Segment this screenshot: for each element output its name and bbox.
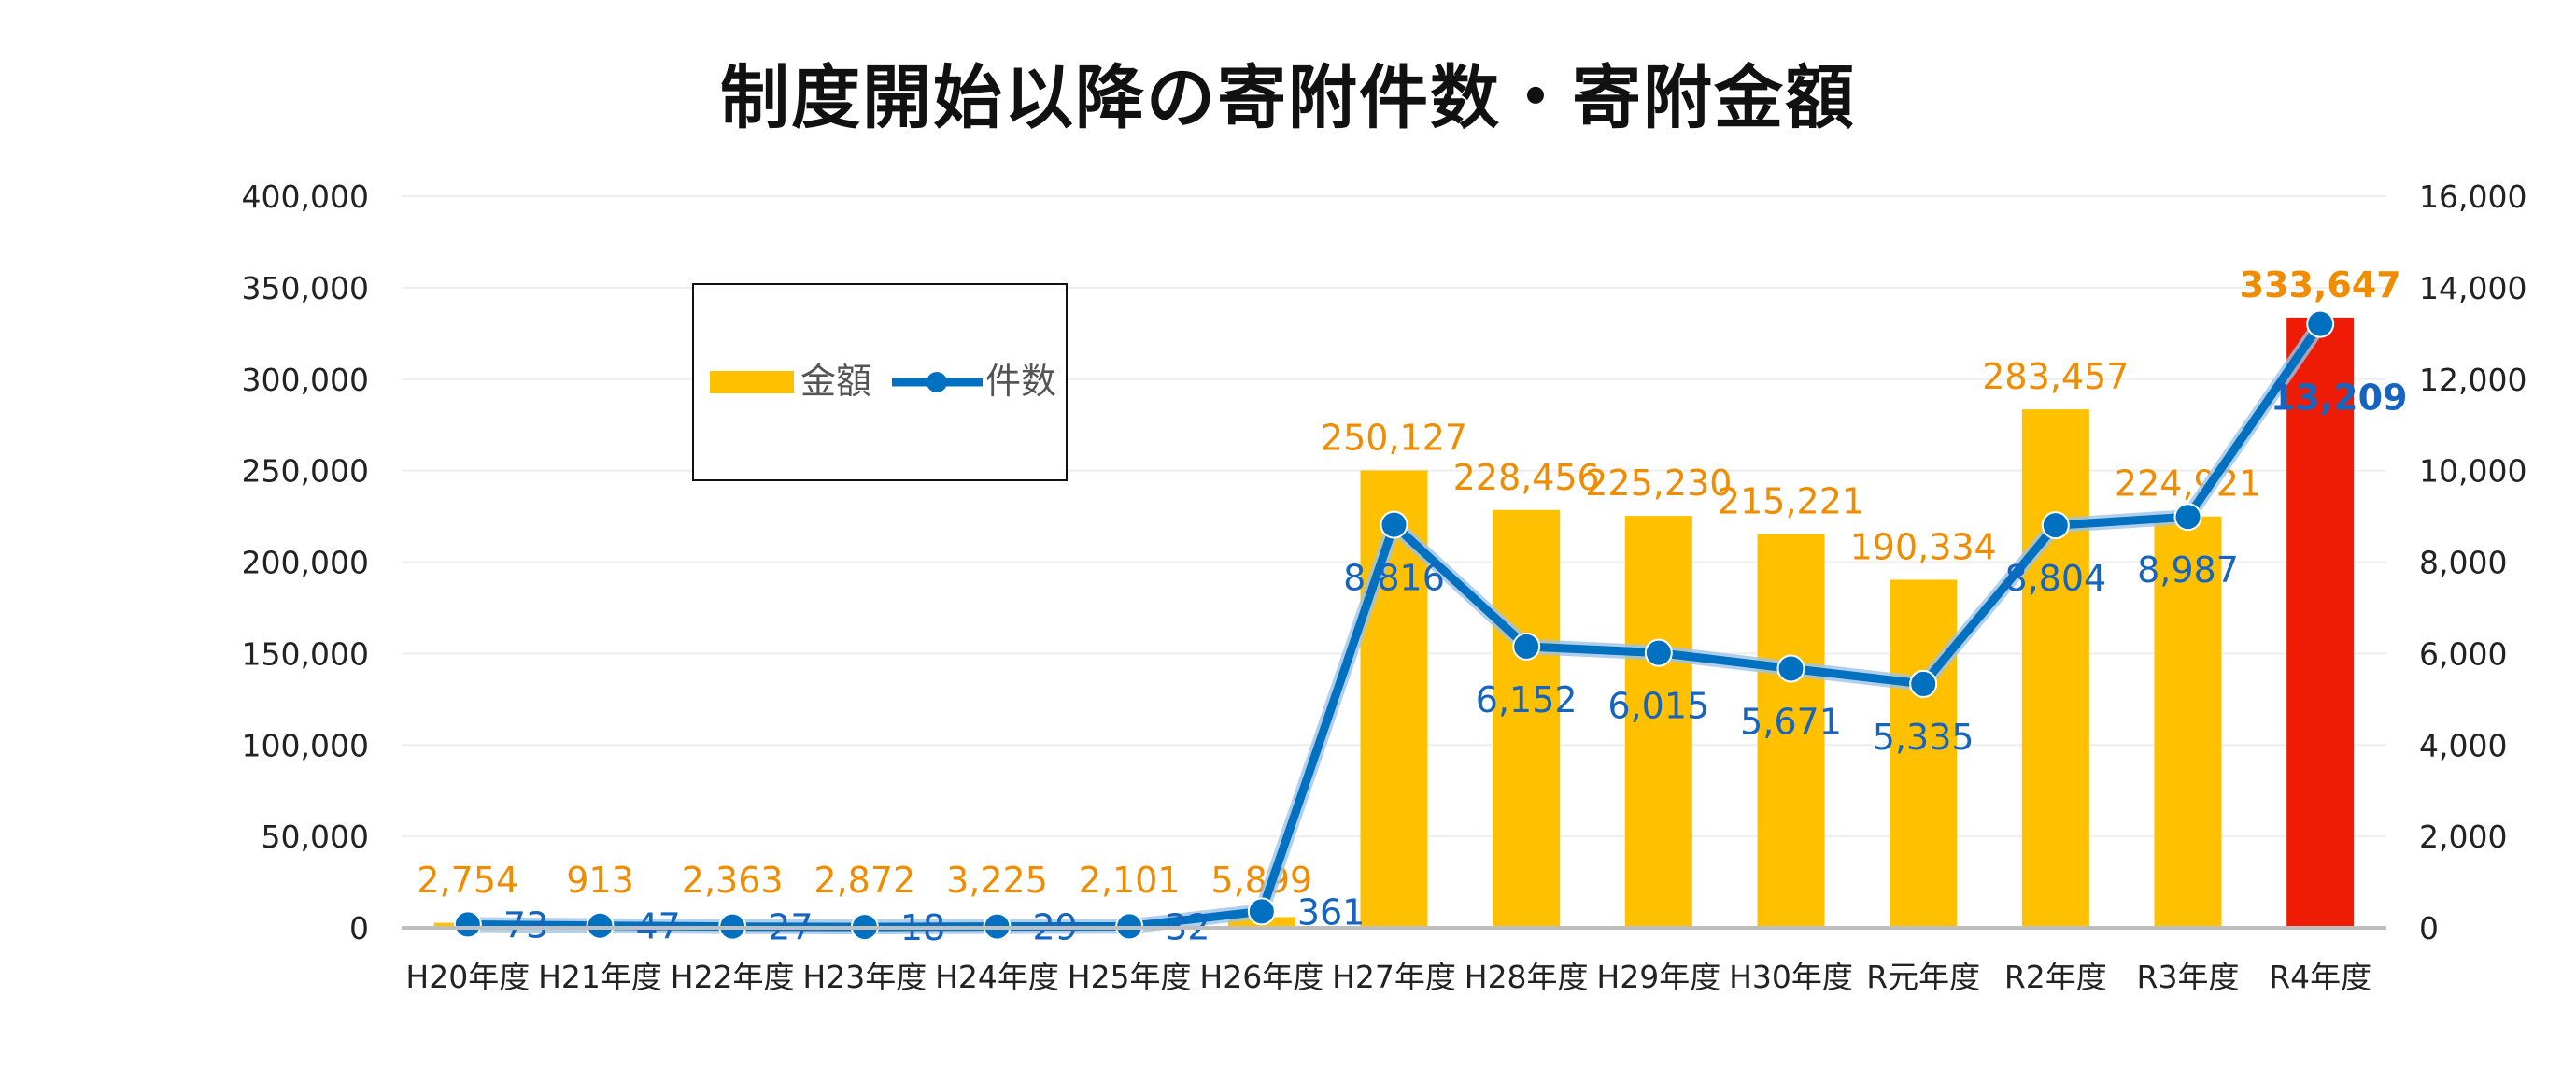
y-right-tick-label: 2,000 (2419, 819, 2507, 855)
bar (1890, 579, 1958, 928)
line-point (1644, 638, 1673, 667)
point-value-label: 5,671 (1740, 701, 1842, 742)
x-tick-label: H20年度 (405, 959, 530, 995)
x-tick-label: H24年度 (935, 959, 1059, 995)
x-tick-label: H27年度 (1332, 959, 1456, 995)
line-point (1512, 632, 1541, 661)
bar-value-label: 283,457 (1982, 356, 2129, 397)
bar (1493, 509, 1561, 928)
line-point (2041, 511, 2070, 540)
y-left-tick-label: 250,000 (242, 453, 369, 490)
x-tick-label: R元年度 (1866, 959, 1980, 995)
line-point (2173, 503, 2202, 532)
x-tick-label: H21年度 (538, 959, 662, 995)
y-left-tick-label: 50,000 (262, 819, 369, 855)
x-tick-label: H26年度 (1199, 959, 1323, 995)
bar-value-label: 2,872 (814, 860, 915, 901)
line-point (2306, 309, 2335, 338)
bar-value-label: 913 (566, 860, 634, 901)
point-value-label: 8,816 (1343, 558, 1445, 599)
point-value-label: 13,209 (2271, 378, 2408, 419)
bar-value-label: 215,221 (1718, 481, 1864, 522)
line-point (1380, 510, 1408, 539)
bar-value-label: 190,334 (1850, 526, 1997, 567)
bar-value-label: 2,101 (1079, 860, 1181, 901)
y-left-tick-label: 400,000 (242, 178, 369, 215)
legend-label-amount: 金額 (800, 361, 871, 402)
x-axis: H20年度 H21年度 H22年度 H23年度 H24年度 H25年度 H26年度 H27年度… (402, 926, 2386, 995)
bar (2286, 317, 2355, 928)
bar (2154, 516, 2222, 928)
point-value-label: 73 (503, 905, 548, 946)
y-right-tick-label: 4,000 (2419, 727, 2507, 763)
line-point (1247, 897, 1276, 926)
line-point (1909, 669, 1938, 698)
x-tick-label: R4年度 (2269, 959, 2371, 995)
line-point (586, 911, 615, 940)
bar-value-label: 224,921 (2115, 463, 2261, 505)
point-value-label: 8,804 (2004, 558, 2106, 599)
y-right-tick-label: 10,000 (2419, 453, 2526, 490)
y-left-tick-label: 200,000 (242, 545, 369, 581)
y-left-tick-label: 150,000 (242, 635, 369, 672)
bar (1757, 534, 1825, 928)
y-left-tick-label: 350,000 (242, 270, 369, 306)
point-value-label: 8,987 (2137, 549, 2239, 591)
left-axis: 0 50,000 100,000 150,000 200,000 250,000 300,0… (242, 178, 369, 947)
point-value-label: 6,015 (1607, 686, 1709, 727)
legend-swatch-bar (710, 371, 794, 393)
y-right-tick-label: 8,000 (2419, 545, 2507, 581)
x-tick-label: R3年度 (2137, 959, 2240, 995)
y-left-tick-label: 300,000 (242, 362, 369, 398)
y-right-tick-label: 6,000 (2419, 635, 2507, 672)
x-tick-label: H30年度 (1729, 959, 1853, 995)
y-left-tick-label: 0 (349, 910, 369, 947)
legend-label-count: 件数 (985, 361, 1056, 402)
chart-title: 制度開始以降の寄附件数・寄附金額 (720, 58, 1856, 138)
bar-value-label: 2,754 (417, 860, 518, 901)
x-tick-label: R2年度 (2004, 959, 2107, 995)
bar (1624, 516, 1692, 928)
line-point (453, 910, 482, 939)
x-tick-label: H23年度 (802, 959, 927, 995)
x-tick-label: H22年度 (671, 959, 795, 995)
y-right-tick-label: 16,000 (2419, 178, 2526, 215)
bar-value-label: 333,647 (2240, 264, 2401, 306)
y-right-tick-label: 14,000 (2419, 270, 2526, 306)
bar-value-label: 3,225 (946, 860, 1048, 901)
legend-swatch-marker (927, 372, 947, 392)
y-right-tick-label: 12,000 (2419, 362, 2526, 398)
bar (2021, 409, 2089, 928)
y-right-tick-label: 0 (2419, 910, 2439, 947)
line-point (1776, 654, 1805, 683)
x-tick-label: H28年度 (1465, 959, 1589, 995)
bar-labels: 2,754 913 2,363 2,872 3,225 2,101 5,899250,127… (417, 264, 2400, 901)
point-value-label: 5,335 (1873, 717, 1974, 758)
bar-value-label: 250,127 (1321, 417, 1467, 458)
bar-value-label: 228,456 (1453, 457, 1600, 498)
point-value-label: 6,152 (1476, 679, 1578, 720)
right-axis: 0 2,000 4,000 6,000 8,000 10,000 12,000 14,000 1… (2419, 178, 2526, 947)
x-tick-label: H25年度 (1068, 959, 1192, 995)
y-left-tick-label: 100,000 (242, 727, 369, 763)
legend: 金額 件数 (692, 283, 1068, 481)
bar-value-label: 2,363 (682, 860, 784, 901)
x-tick-label: H29年度 (1596, 959, 1720, 995)
bar-value-label: 225,230 (1585, 463, 1732, 504)
